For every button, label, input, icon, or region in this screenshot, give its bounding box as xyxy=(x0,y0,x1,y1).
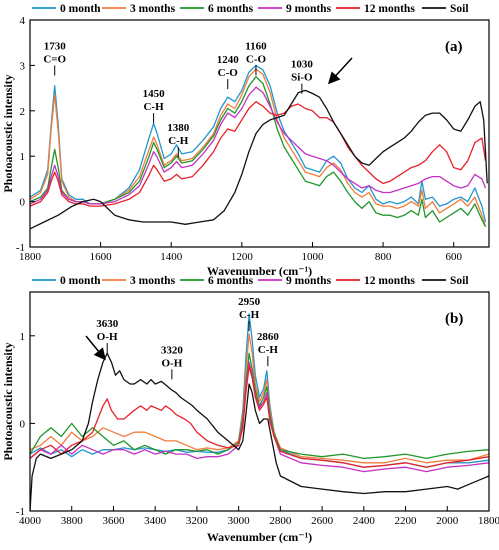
peak-annotation-line: 3320 xyxy=(161,344,184,356)
legend-label: 9 months xyxy=(286,275,332,287)
y-axis-label: Photoacoustic intensity xyxy=(1,342,15,460)
legend: 0 month 3 months 6 months 9 months 12 months… xyxy=(32,3,469,15)
peak-annotation: 2950 C-H xyxy=(238,296,261,321)
x-tick-label: 1800 xyxy=(478,515,499,527)
peak-annotation-line: Si-O xyxy=(291,72,313,84)
y-tick-label: 0 xyxy=(20,197,26,209)
peak-annotation-line: O-H xyxy=(97,331,118,343)
legend-label: 0 month xyxy=(60,3,101,15)
peak-annotation-line: 1240 xyxy=(217,54,240,66)
peak-annotation-line: 2860 xyxy=(257,331,280,343)
x-tick-label: 1000 xyxy=(301,251,324,263)
legend-label: 3 months xyxy=(130,3,176,15)
x-tick-label: 3400 xyxy=(144,515,167,527)
y-tick-label: 1 xyxy=(20,151,26,163)
series-line xyxy=(30,101,487,207)
peak-annotation-line: C-O xyxy=(246,54,267,66)
x-axis-label: Wavenumber (cm⁻¹) xyxy=(207,530,312,544)
peak-annotation: 2860 C-H xyxy=(257,331,280,356)
y-axis-label: Photoacoustic intensity xyxy=(1,74,15,192)
peak-annotation-line: C=O xyxy=(43,54,66,66)
legend-label: 3 months xyxy=(130,275,176,287)
arrow-pointer xyxy=(327,57,353,85)
peak-annotation-line: C-H xyxy=(143,101,164,113)
x-tick-label: 3800 xyxy=(61,515,84,527)
x-tick-label: 600 xyxy=(445,251,462,263)
y-tick-label: -1 xyxy=(16,506,25,518)
peak-annotation-line: 1160 xyxy=(245,41,267,53)
peak-annotation-line: C-H xyxy=(258,344,279,356)
peak-annotation-line: 1730 xyxy=(44,41,67,53)
x-tick-label: 2400 xyxy=(353,515,376,527)
legend-label: Soil xyxy=(450,275,469,287)
x-tick-label: 2200 xyxy=(395,515,418,527)
x-tick-label: 2000 xyxy=(436,515,459,527)
legend-label: 6 months xyxy=(208,275,254,287)
peak-annotation: 1030 Si-O xyxy=(291,59,314,84)
x-tick-label: 2800 xyxy=(269,515,292,527)
series-line xyxy=(30,86,487,205)
peak-annotation-line: 1450 xyxy=(143,88,166,100)
peak-annotation: 1450 C-H xyxy=(143,88,166,113)
x-tick-label: 1400 xyxy=(160,251,183,263)
y-tick-label: -1 xyxy=(16,242,25,254)
x-tick-label: 800 xyxy=(375,251,392,263)
y-tick-label: 1 xyxy=(20,331,26,343)
series-group xyxy=(30,313,489,511)
plot-frame xyxy=(29,291,490,512)
panel-label: (a) xyxy=(445,39,463,55)
x-tick-label: 2600 xyxy=(311,515,334,527)
plot-frame xyxy=(29,19,490,248)
series-group xyxy=(30,64,488,230)
x-tick-label: 3000 xyxy=(228,515,251,527)
peak-annotation-line: 3630 xyxy=(96,318,119,330)
chart-panel-2: 0 month 3 months 6 months 9 months 12 months… xyxy=(1,275,499,544)
peak-annotation: 1730 C=O xyxy=(43,41,66,66)
legend: 0 month 3 months 6 months 9 months 12 months… xyxy=(32,275,469,287)
series-line xyxy=(30,352,489,511)
series-line xyxy=(30,89,488,230)
arrow-pointer xyxy=(85,335,106,361)
x-tick-label: 4000 xyxy=(19,515,42,527)
y-tick-label: 2 xyxy=(20,106,26,118)
x-tick-label: 3200 xyxy=(186,515,209,527)
legend-label: 0 month xyxy=(60,275,101,287)
peak-annotation: 3630 O-H xyxy=(96,318,119,343)
peak-annotation-line: 2950 xyxy=(238,296,261,308)
x-tick-label: 1800 xyxy=(19,251,42,263)
peak-annotation: 1380 C-H xyxy=(167,122,190,147)
y-tick-label: 3 xyxy=(20,60,26,72)
legend-label: 6 months xyxy=(208,3,254,15)
x-axis-label: Wavenumber (cm⁻¹) xyxy=(207,264,312,278)
peak-annotation: 1160 C-O xyxy=(245,41,267,66)
peak-annotation-line: C-O xyxy=(218,67,239,79)
legend-label: 12 months xyxy=(364,3,415,15)
x-tick-label: 3600 xyxy=(102,515,125,527)
peak-annotation-line: C-H xyxy=(239,309,260,321)
y-tick-label: 4 xyxy=(20,15,26,27)
peak-annotation-line: 1030 xyxy=(291,59,314,71)
peak-annotation: 3320 O-H xyxy=(161,344,184,369)
series-line xyxy=(30,365,489,468)
peak-annotation-line: O-H xyxy=(161,357,182,369)
legend-label: 12 months xyxy=(364,275,415,287)
x-tick-label: 1600 xyxy=(90,251,113,263)
series-line xyxy=(30,352,489,460)
chart-panel-1: 0 month 3 months 6 months 9 months 12 months… xyxy=(1,3,490,278)
peak-annotation: 1240 C-O xyxy=(217,54,240,79)
peak-annotation-line: C-H xyxy=(168,135,189,147)
y-tick-label: 0 xyxy=(20,418,26,430)
peak-annotation-line: 1380 xyxy=(167,122,190,134)
panel-label: (b) xyxy=(445,311,463,327)
x-tick-label: 1200 xyxy=(231,251,254,263)
legend-label: 9 months xyxy=(286,3,332,15)
legend-label: Soil xyxy=(450,3,469,15)
